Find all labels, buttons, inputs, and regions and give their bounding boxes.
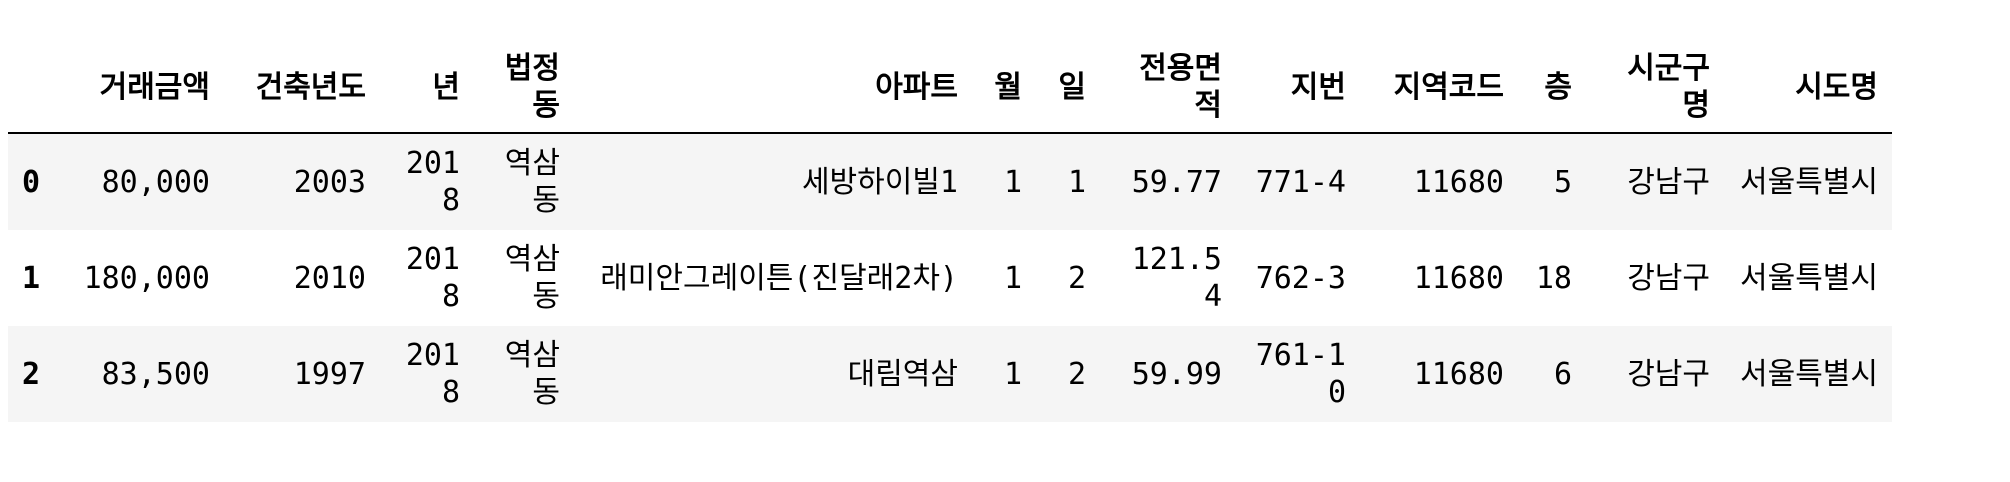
cell-district: 강남구 <box>1627 356 1710 392</box>
table-row: 2 83,500 1997 2018 역삼동 대림역삼 1 2 59.99 76… <box>8 326 1892 422</box>
cell-region-code: 11680 <box>1413 260 1504 296</box>
column-header-price: 거래금액 <box>99 69 210 105</box>
cell-district: 강남구 <box>1627 164 1710 200</box>
cell-year: 2018 <box>405 242 460 314</box>
dataframe-output: 거래금액 건축년도 년 법정동 아파트 월 일 전용면적 지번 지역코드 층 시… <box>8 42 1892 422</box>
column-header-dong: 법정동 <box>504 51 560 123</box>
table-row: 0 80,000 2003 2018 역삼동 세방하이빌1 1 1 59.77 … <box>8 133 1892 230</box>
column-header-city: 시도명 <box>1795 69 1878 105</box>
dataframe-table: 거래금액 건축년도 년 법정동 아파트 월 일 전용면적 지번 지역코드 층 시… <box>8 42 1892 422</box>
cell-day: 1 <box>1067 164 1086 200</box>
row-index: 2 <box>22 356 41 392</box>
cell-floor: 6 <box>1553 356 1572 392</box>
column-header-lot-number: 지번 <box>1290 69 1346 105</box>
cell-dong: 역삼동 <box>504 242 560 314</box>
cell-region-code: 11680 <box>1413 356 1504 392</box>
cell-build-year: 1997 <box>293 356 366 392</box>
column-header-build-year: 건축년도 <box>255 69 366 105</box>
row-index: 1 <box>22 260 41 296</box>
cell-region-code: 11680 <box>1413 164 1504 200</box>
cell-floor: 18 <box>1535 260 1572 296</box>
column-header-area: 전용면적 <box>1139 51 1222 123</box>
cell-city: 서울특별시 <box>1740 164 1878 200</box>
cell-area: 121.54 <box>1131 242 1222 314</box>
column-header-day: 일 <box>1058 69 1086 105</box>
cell-day: 2 <box>1067 356 1086 392</box>
cell-year: 2018 <box>405 338 460 410</box>
cell-dong: 역삼동 <box>504 146 560 218</box>
cell-lot-number: 762-3 <box>1255 260 1346 296</box>
cell-area: 59.77 <box>1131 164 1222 200</box>
cell-build-year: 2003 <box>293 164 366 200</box>
cell-price: 180,000 <box>83 260 210 296</box>
cell-year: 2018 <box>405 146 460 218</box>
column-header-year: 년 <box>432 69 460 105</box>
cell-district: 강남구 <box>1627 260 1710 296</box>
cell-price: 80,000 <box>101 164 210 200</box>
cell-day: 2 <box>1067 260 1086 296</box>
cell-apartment: 세방하이빌1 <box>801 164 958 200</box>
cell-lot-number: 771-4 <box>1255 164 1346 200</box>
cell-lot-number: 761-10 <box>1255 338 1346 410</box>
column-header-district: 시군구명 <box>1627 51 1710 123</box>
column-header-month: 월 <box>994 69 1022 105</box>
cell-floor: 5 <box>1553 164 1572 200</box>
column-header-region-code: 지역코드 <box>1393 69 1504 105</box>
header-row: 거래금액 건축년도 년 법정동 아파트 월 일 전용면적 지번 지역코드 층 시… <box>8 42 1892 133</box>
cell-month: 1 <box>1003 260 1022 296</box>
column-header-floor: 층 <box>1544 69 1572 105</box>
cell-area: 59.99 <box>1131 356 1222 392</box>
cell-city: 서울특별시 <box>1740 260 1878 296</box>
index-header <box>8 42 66 133</box>
cell-apartment: 래미안그레이튼(진달래2차) <box>600 260 958 296</box>
table-row: 1 180,000 2010 2018 역삼동 래미안그레이튼(진달래2차) 1… <box>8 230 1892 326</box>
cell-apartment: 대림역삼 <box>847 356 958 392</box>
cell-dong: 역삼동 <box>504 338 560 410</box>
cell-month: 1 <box>1003 356 1022 392</box>
row-index: 0 <box>22 164 41 200</box>
cell-city: 서울특별시 <box>1740 356 1878 392</box>
cell-price: 83,500 <box>101 356 210 392</box>
cell-month: 1 <box>1003 164 1022 200</box>
column-header-apartment: 아파트 <box>875 69 958 105</box>
cell-build-year: 2010 <box>293 260 366 296</box>
